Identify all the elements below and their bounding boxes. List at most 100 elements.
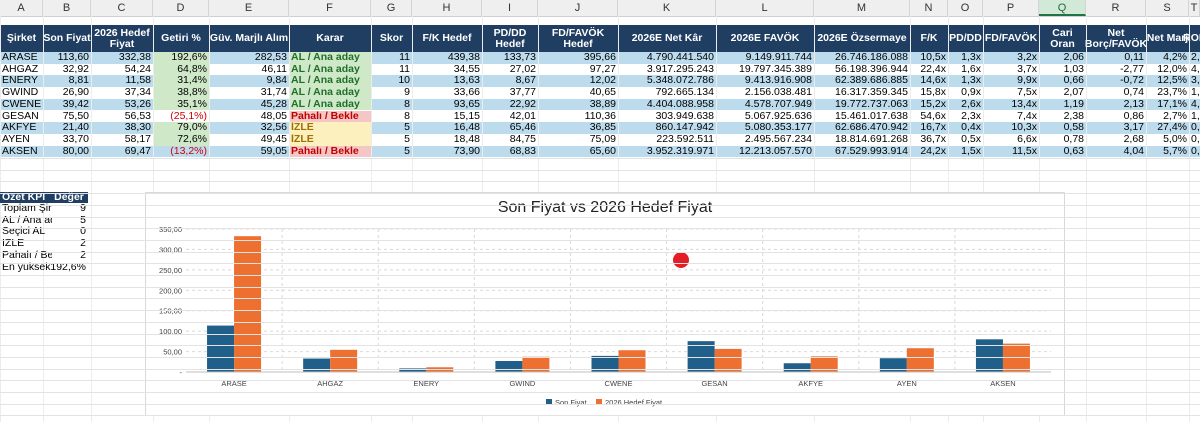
cell-roe[interactable]: 0,9%: [1191, 145, 1200, 157]
cell-cari[interactable]: 2,06: [1063, 52, 1084, 63]
cell-son[interactable]: 8,81: [68, 75, 89, 87]
cell-favok[interactable]: 9.149.911.744: [745, 52, 812, 63]
cell-pddd[interactable]: 0,5x: [961, 133, 981, 145]
column-letter-h[interactable]: H: [412, 0, 482, 16]
cell-favok[interactable]: 2.156.038.481: [744, 87, 812, 99]
cell-netkar[interactable]: 860.147.942: [655, 122, 714, 134]
cell-nb[interactable]: 4,04: [1123, 145, 1144, 157]
cell-fdf_h[interactable]: 395,66: [583, 52, 616, 63]
cell-nb[interactable]: 0,86: [1123, 110, 1144, 122]
cell-cari[interactable]: 0,58: [1063, 122, 1084, 134]
cell-guv[interactable]: 48,05: [260, 110, 287, 122]
cell-roe[interactable]: 4,6%: [1191, 98, 1200, 110]
kpi-value[interactable]: 0: [80, 226, 86, 238]
cell-favok[interactable]: 5.067.925.636: [744, 110, 812, 122]
cell-getiri[interactable]: (13,2%): [170, 145, 207, 157]
cell-pddd_h[interactable]: 37,77: [509, 87, 536, 99]
cell-guv[interactable]: 9,84: [266, 75, 287, 87]
column-letter-q[interactable]: Q: [1039, 0, 1086, 16]
cell-pddd[interactable]: 1,3x: [961, 52, 981, 63]
cell-fk[interactable]: 36,7x: [920, 133, 946, 145]
cell-nb[interactable]: 0,74: [1123, 87, 1144, 99]
cell-fdf[interactable]: 7,4x: [1017, 110, 1037, 122]
cell-nb[interactable]: 2,13: [1123, 98, 1144, 110]
cell-fdf_h[interactable]: 110,36: [584, 110, 616, 122]
cell-hedef[interactable]: 37,34: [124, 87, 151, 99]
cell-nm[interactable]: 12,5%: [1157, 75, 1187, 87]
cell-nb[interactable]: 0,11: [1124, 52, 1144, 63]
cell-hedef[interactable]: 56,53: [124, 110, 151, 122]
cell-fdf_h[interactable]: 75,09: [589, 133, 616, 145]
cell-nb[interactable]: 2,68: [1123, 133, 1144, 145]
column-letter-c[interactable]: C: [91, 0, 153, 16]
cell-netkar[interactable]: 5.348.072.786: [646, 75, 714, 87]
kpi-label[interactable]: AL / Ana aday: [2, 214, 52, 226]
cell-sirket[interactable]: AHGAZ: [2, 63, 39, 75]
column-letter-i[interactable]: I: [482, 0, 538, 16]
cell-guv[interactable]: 32,56: [260, 122, 287, 134]
cell-cari[interactable]: 2,07: [1063, 87, 1084, 99]
cell-fk_h[interactable]: 16,48: [453, 122, 480, 134]
cell-getiri[interactable]: 31,4%: [153, 75, 209, 88]
kpi-label[interactable]: İZLE: [2, 238, 25, 250]
cell-pddd[interactable]: 0,9x: [961, 87, 981, 99]
cell-pddd[interactable]: 0,4x: [961, 122, 981, 134]
cell-karar[interactable]: AL / Ana aday: [289, 52, 371, 64]
cell-netkar[interactable]: 223.592.511: [656, 133, 714, 145]
cell-sirket[interactable]: CWENE: [2, 98, 42, 110]
column-letter-k[interactable]: K: [618, 0, 716, 16]
cell-karar[interactable]: AL / Ana aday: [289, 98, 371, 111]
cell-favok[interactable]: 12.213.057.570: [739, 145, 812, 157]
cell-ozs[interactable]: 62.389.686.885: [835, 75, 908, 87]
cell-nm[interactable]: 12,0%: [1157, 63, 1187, 75]
cell-hedef[interactable]: 332,38: [118, 52, 151, 63]
header-cell[interactable]: Net Marj: [1146, 32, 1189, 44]
kpi-value[interactable]: 5: [80, 214, 86, 226]
cell-fdf_h[interactable]: 38,89: [589, 98, 616, 110]
cell-cari[interactable]: 0,66: [1063, 75, 1084, 87]
cell-pddd_h[interactable]: 68,83: [509, 145, 536, 157]
cell-karar[interactable]: AL / Ana aday: [289, 87, 371, 99]
cell-cari[interactable]: 0,78: [1063, 133, 1084, 145]
cell-getiri[interactable]: 192,6%: [153, 52, 209, 64]
cell-cari[interactable]: 1,19: [1063, 98, 1084, 110]
header-cell[interactable]: FD/FAVÖK: [984, 32, 1038, 44]
kpi-label[interactable]: Pahalı / Bekle: [2, 249, 52, 261]
cell-karar[interactable]: İZLE: [289, 133, 371, 146]
cell-fdf_h[interactable]: 97,27: [589, 63, 616, 75]
cell-guv[interactable]: 49,45: [260, 133, 287, 145]
cell-pddd[interactable]: 1,6x: [961, 63, 981, 75]
cell-fk_h[interactable]: 439,38: [447, 52, 480, 63]
cell-pddd_h[interactable]: 22,92: [509, 98, 536, 110]
cell-netkar[interactable]: 3.917.295.243: [646, 63, 714, 75]
cell-guv[interactable]: 31,74: [260, 87, 287, 99]
cell-son[interactable]: 80,00: [62, 145, 89, 157]
cell-fk_h[interactable]: 18,48: [453, 133, 480, 145]
kpi-label[interactable]: Seçici AL: [2, 226, 46, 238]
cell-pddd_h[interactable]: 8,67: [515, 75, 536, 87]
cell-hedef[interactable]: 54,24: [124, 63, 151, 75]
cell-pddd[interactable]: 1,3x: [961, 75, 981, 87]
cell-pddd_h[interactable]: 42,01: [509, 110, 536, 122]
cell-fk_h[interactable]: 73,90: [453, 145, 480, 157]
cell-skor[interactable]: 8: [404, 98, 410, 110]
cell-son[interactable]: 113,60: [57, 52, 89, 63]
column-letter-t[interactable]: T: [1189, 0, 1200, 16]
header-cell[interactable]: Getiri %: [161, 32, 201, 44]
cell-roe[interactable]: 1,0%: [1191, 87, 1200, 99]
column-letter-j[interactable]: J: [538, 0, 618, 16]
cell-ozs[interactable]: 19.772.737.063: [835, 98, 908, 110]
cell-skor[interactable]: 10: [398, 75, 410, 87]
cell-ozs[interactable]: 56.198.396.944: [835, 63, 908, 75]
cell-nb[interactable]: 3,17: [1123, 122, 1144, 134]
chart-container[interactable]: Son Fiyat vs 2026 Hedef Fiyat 350,00 300,…: [145, 192, 1065, 416]
cell-skor[interactable]: 11: [399, 63, 410, 75]
cell-guv[interactable]: 46,11: [261, 63, 288, 75]
cell-getiri[interactable]: 35,1%: [153, 98, 209, 111]
cell-fk_h[interactable]: 13,63: [453, 75, 480, 87]
cell-skor[interactable]: 5: [404, 145, 410, 157]
cell-karar[interactable]: Pahalı / Bekle: [289, 145, 371, 158]
cell-fk[interactable]: 16,7x: [920, 122, 946, 134]
header-cell[interactable]: Güv. Marjlı Alım: [209, 32, 289, 44]
cell-nm[interactable]: 5,0%: [1163, 133, 1187, 145]
